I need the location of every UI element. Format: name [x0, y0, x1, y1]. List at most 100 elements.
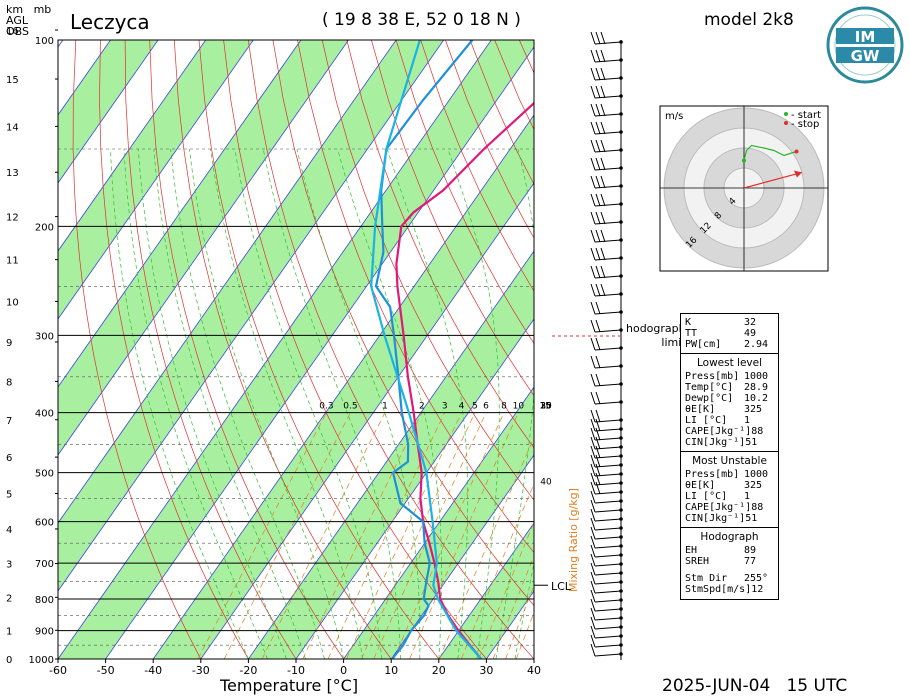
wind-barb-flag	[590, 472, 596, 486]
index-value: 325	[744, 404, 763, 415]
index-row: EH 89	[681, 545, 778, 556]
wind-barb-flag	[590, 589, 596, 603]
km-tick-label: 16	[6, 26, 19, 37]
wind-barb-flag	[590, 103, 596, 117]
index-row: CAPE[Jkg⁻¹] 88	[681, 426, 778, 437]
isotherm	[200, 182, 534, 659]
most-unstable-title: Most Unstable	[692, 455, 767, 467]
wind-barb-shaft	[594, 41, 622, 45]
wind-barb-shaft	[594, 437, 622, 441]
wind-barb-shaft	[594, 401, 622, 405]
wind-barb-shaft	[594, 599, 622, 603]
hodograph-title: Hodograph	[700, 531, 759, 543]
mixing-ratio-value-label: 8	[501, 402, 507, 412]
hodograph-legend-dot	[784, 112, 788, 116]
index-value: 32	[744, 317, 757, 328]
wind-barb-shaft	[594, 59, 622, 63]
wind-barb-shaft	[594, 167, 622, 171]
mixing-ratio-value-label: 10	[513, 402, 525, 412]
index-value: 88	[751, 502, 764, 513]
index-row: θE[K] 325	[681, 404, 778, 415]
index-key: CIN[Jkg⁻¹]	[685, 513, 746, 524]
isotherm	[58, 40, 254, 320]
x-tick-label: -60	[49, 664, 67, 677]
index-value: 10.2	[744, 393, 769, 404]
wind-barb-flag	[590, 409, 596, 423]
isotherm	[58, 40, 492, 659]
wind-barb-flag	[590, 49, 596, 63]
x-tick-label: -10	[287, 664, 305, 677]
wind-barb-flag	[590, 544, 596, 558]
x-tick-label: 0	[340, 664, 347, 677]
wind-barb-flag	[590, 481, 596, 495]
wind-barb-flag	[595, 121, 601, 135]
wind-barb-shaft	[594, 428, 622, 432]
lowest-level-section: Lowest level Press[mb] 1000 Temp[°C] 28.9 De…	[681, 353, 778, 451]
index-row: Dewp[°C] 10.2	[681, 393, 778, 404]
km-tick-label: 3	[6, 560, 12, 571]
km-tick-label: 8	[6, 377, 12, 388]
series-line-parcel	[370, 40, 483, 659]
wind-barb-shaft	[594, 653, 622, 657]
isotherm	[58, 40, 397, 524]
isotherm	[58, 40, 207, 252]
index-key: PW[cm]	[685, 339, 722, 350]
wind-barb-flag	[590, 508, 596, 522]
wind-barb-flag	[600, 67, 606, 81]
valid-datetime: 2025-JUN-04 15 UTC	[662, 676, 848, 696]
x-tick-label: 30	[479, 664, 493, 677]
index-key: LI [°C]	[685, 415, 728, 426]
pressure-tick-label: 300	[35, 331, 54, 342]
mixing-ratio-value-label: 4	[459, 402, 465, 412]
index-value: 89	[744, 545, 757, 556]
wind-barb-shaft	[594, 383, 622, 387]
wind-barb-shaft	[594, 590, 622, 594]
wind-barb-flag	[595, 463, 601, 477]
general-indices: K 32 TT 49 PW[cm] 2.94	[681, 314, 778, 353]
index-value: 255°	[744, 573, 769, 584]
index-key: θE[K]	[685, 404, 716, 415]
pressure-tick-label: 1000	[29, 655, 54, 666]
wind-barb-flag	[595, 103, 601, 117]
index-key: θE[K]	[685, 480, 716, 491]
wind-barb-flag	[590, 598, 596, 612]
hodograph-limit-label: hodograph limit	[626, 322, 686, 349]
dry-adiabat	[346, 40, 534, 449]
mixing-ratio-value-label: 6	[483, 402, 489, 412]
wind-barb-flag	[590, 157, 596, 171]
wind-barb-shaft	[594, 185, 622, 189]
isotherm	[58, 40, 349, 456]
wind-barb-shaft	[594, 203, 622, 207]
moist-adiabat	[262, 148, 402, 659]
index-key: LI [°C]	[685, 491, 728, 502]
plot-axes: -60 -50 -40 -30 -20 -10 0 10 20 30 401002003004005…	[6, 26, 620, 677]
wind-barb-shaft	[594, 77, 622, 81]
index-key: Press[mb]	[685, 469, 740, 480]
station-title: Leczyca	[70, 10, 150, 34]
wind-barb-flag	[600, 103, 606, 117]
wind-barb-shaft	[594, 626, 622, 630]
storm-motion-vector	[743, 171, 803, 189]
wind-barb-flag	[590, 391, 596, 405]
wind-barb-shaft	[594, 482, 622, 486]
moist-adiabat	[110, 148, 249, 659]
wind-barb-shaft	[594, 572, 622, 576]
wind-barb-shaft	[594, 365, 622, 369]
wind-barb-shaft	[594, 149, 622, 153]
pressure-tick-label: 100	[35, 36, 54, 47]
index-key: TT	[685, 328, 698, 339]
wind-barb-flag	[595, 301, 601, 315]
isotherm	[58, 40, 445, 592]
index-key: Press[mb]	[685, 371, 740, 382]
wind-barb-flag	[595, 229, 601, 243]
wind-barb-flag	[600, 283, 606, 297]
isotherm	[343, 386, 534, 659]
index-row: Temp[°C] 28.9	[681, 382, 778, 393]
mixing-ratio-value-label: 30	[540, 402, 552, 412]
wind-barb-shaft	[594, 563, 622, 567]
green-band	[58, 40, 534, 659]
wind-barb-flag	[600, 175, 606, 189]
mixing-ratio-value-label: 2	[419, 402, 425, 412]
index-value: 49	[744, 328, 757, 339]
